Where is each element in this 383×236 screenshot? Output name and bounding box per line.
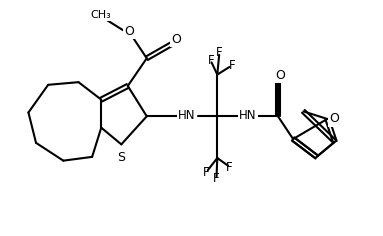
Text: S: S	[117, 151, 125, 164]
Text: HN: HN	[178, 109, 196, 122]
Text: F: F	[216, 46, 223, 59]
Text: F: F	[213, 172, 220, 185]
Text: HN: HN	[239, 109, 256, 122]
Text: O: O	[171, 33, 181, 46]
Text: F: F	[203, 166, 210, 179]
Text: F: F	[228, 59, 235, 72]
Text: O: O	[124, 25, 134, 38]
Text: O: O	[329, 112, 339, 126]
Text: F: F	[208, 54, 215, 67]
Text: CH₃: CH₃	[90, 10, 111, 20]
Text: O: O	[275, 69, 285, 82]
Text: F: F	[226, 161, 233, 174]
